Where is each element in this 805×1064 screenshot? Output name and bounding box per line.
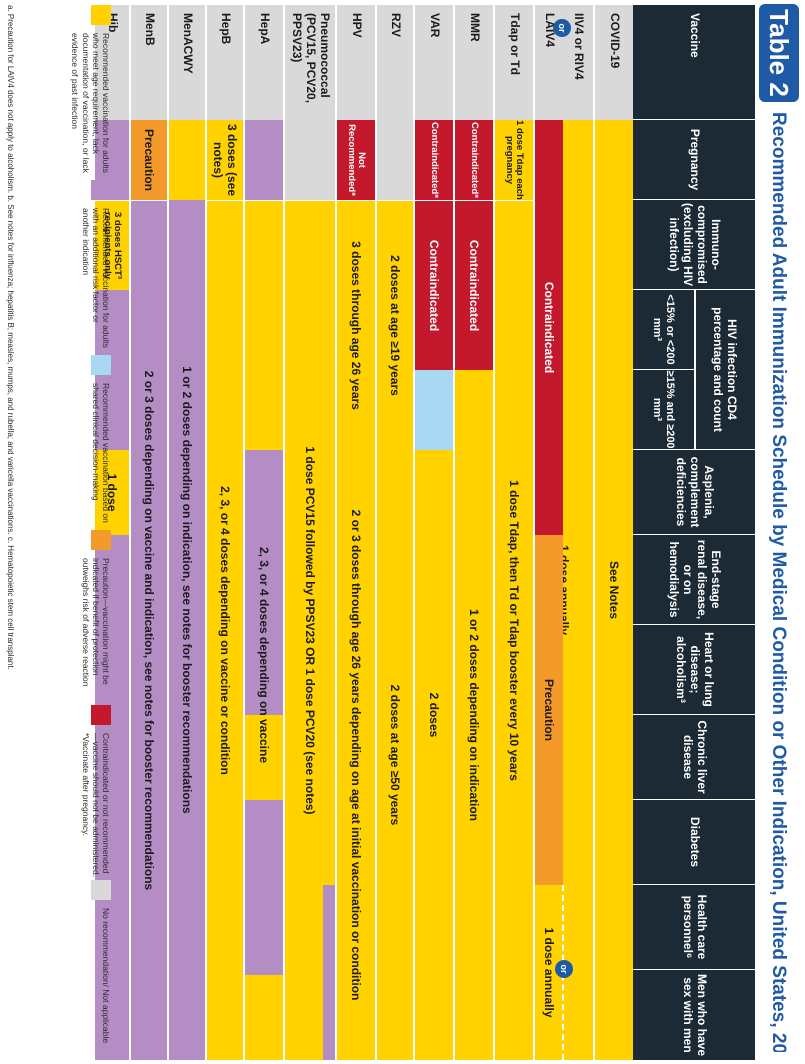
cell-rzv-age19: 2 doses at age ≥19 years [377, 200, 413, 450]
cell-pneumo-pregnancy [285, 120, 335, 200]
header-asplenia: Asplenia, complement deficiencies [633, 450, 755, 535]
legend-swatch-yellow [91, 5, 111, 25]
vaccine-mmr: MMR [453, 5, 493, 120]
header-hiv-group: HIV infection CD4 percentage and count [695, 290, 755, 450]
cell-hpv-immuno: 3 doses through age 26 years [337, 200, 375, 450]
cell-mmr-doses: 1 or 2 doses depending on indication [455, 370, 493, 1060]
cell-menacwy-doses: 1 or 2 doses depending on indication, se… [169, 120, 205, 1060]
cell-menb-doses: 2 or 3 doses depending on vaccine and in… [131, 200, 167, 1060]
cell-menacwy-pregnancy [169, 120, 205, 200]
cell-hpv-doses: 2 or 3 doses through age 26 years depend… [337, 450, 375, 1060]
legend-swatch-purple [91, 180, 111, 200]
header-heart-lung: Heart or lung disease; alcoholism³ [633, 625, 755, 715]
legend-item-not-applicable: No recommendation/ Not applicable [91, 880, 111, 1053]
schedule-table: Vaccine Pregnancy Immuno-compromised (ex… [95, 5, 755, 1060]
legend-text: Precaution—vaccination might be indicate… [80, 558, 111, 687]
header-msm: Men who have sex with men [633, 970, 755, 1060]
cell-var-pregnancy: Contraindicated* [415, 120, 453, 200]
cell-laiv-contraindicated: Contraindicated [535, 120, 563, 535]
cell-hepb-doses: 2, 3, or 4 doses depending on vaccine or… [207, 200, 243, 1060]
cell-hepa-left [245, 200, 283, 450]
vaccine-var: VAR [413, 5, 453, 120]
cell-tdap-booster: 1 dose Tdap, then Td or Tdap booster eve… [495, 200, 533, 1060]
vaccine-menacwy: MenACWY [167, 5, 205, 120]
cell-tdap-pregnancy: 1 dose Tdap each pregnancy [495, 120, 533, 200]
legend: Recommended vaccination for adults who m… [1, 5, 111, 1060]
header-diabetes: Diabetes [633, 800, 755, 885]
cell-hepa-label: 2, 3, or 4 doses depending on vaccine [257, 546, 271, 764]
cell-rzv-age50: 2 doses at age ≥50 years [377, 450, 413, 1060]
cell-menb-pregnancy: Precaution [131, 120, 167, 200]
page-title: Recommended Adult Immunization Schedule … [768, 112, 789, 1052]
footnote: a. Precaution for LAIV4 does not apply t… [6, 5, 15, 670]
cell-laiv-precaution: Precaution [535, 535, 563, 885]
header-hcp: Health care personnel⁶ [633, 885, 755, 970]
legend-swatch-orange [91, 530, 111, 550]
or-connector: or [553, 19, 571, 37]
cell-var-hiv-high-shared [415, 370, 453, 450]
header-vaccine: Vaccine [633, 5, 755, 120]
vaccine-tdap: Tdap or Td [493, 5, 533, 120]
cell-hepb-pregnancy: 3 doses (see notes) [207, 120, 243, 200]
legend-swatch-gray [91, 880, 111, 900]
vaccine-hepa: HepA [243, 5, 283, 120]
legend-item-risk-factor: Recommended vaccination for adults with … [80, 180, 111, 353]
or-connector-hcp: or [555, 960, 573, 978]
legend-item-recommended: Recommended vaccination for adults who m… [70, 5, 111, 178]
vaccine-hpv: HPV [335, 5, 375, 120]
header-liver: Chronic liver disease [633, 715, 755, 800]
cell-hepa-pregnancy [245, 120, 283, 200]
legend-swatch-red [91, 705, 111, 725]
vaccine-hepb: HepB [205, 5, 243, 120]
header-pregnancy: Pregnancy [633, 120, 755, 200]
vaccine-rzv: RZV [375, 5, 413, 120]
legend-text: Recommended vaccination for adults with … [80, 208, 111, 348]
vaccine-covid: COVID-19 [593, 5, 633, 120]
vaccine-pneumococcal: Pneumococcal (PCV15, PCV20, PPSV23) [283, 5, 335, 120]
legend-item-shared: Recommended vaccination based on shared … [91, 355, 111, 528]
legend-item-precaution: Precaution—vaccination might be indicate… [80, 530, 111, 703]
header-immunocompromised: Immuno-compromised (excluding HIV infect… [633, 200, 755, 290]
legend-text: Recommended vaccination based on shared … [90, 383, 111, 523]
cell-mmr-pregnancy: Contraindicated* [455, 120, 493, 200]
header-hiv-low: <15% or <200 mm³ [633, 290, 694, 370]
legend-item-contraindicated: Contraindicated or not recommended—vacci… [80, 705, 111, 878]
cell-rzv-pregnancy [377, 120, 413, 200]
legend-text: No recommendation/ Not applicable [101, 908, 111, 1044]
legend-swatch-blue [91, 355, 111, 375]
cell-pneumo-purple-band [323, 885, 335, 1060]
cell-var-doses: 2 doses [415, 370, 453, 1060]
cell-hpv-pregnancy: Not Recommended* [337, 120, 375, 200]
header-hiv-high: ≥15% and ≥200 mm³ [633, 370, 694, 450]
table-badge: Table 2 [759, 4, 799, 102]
cell-covid-see-notes: See Notes [595, 120, 633, 1060]
vaccine-menb: MenB [129, 5, 167, 120]
legend-text: Contraindicated or not recommended—vacci… [80, 733, 111, 878]
cell-var-immuno: Contraindicated [415, 200, 453, 370]
legend-text: Recommended vaccination for adults who m… [70, 33, 111, 173]
header-renal: End-stage renal disease, or on hemodialy… [633, 535, 755, 625]
cell-mmr-immuno: Contraindicated [455, 200, 493, 370]
